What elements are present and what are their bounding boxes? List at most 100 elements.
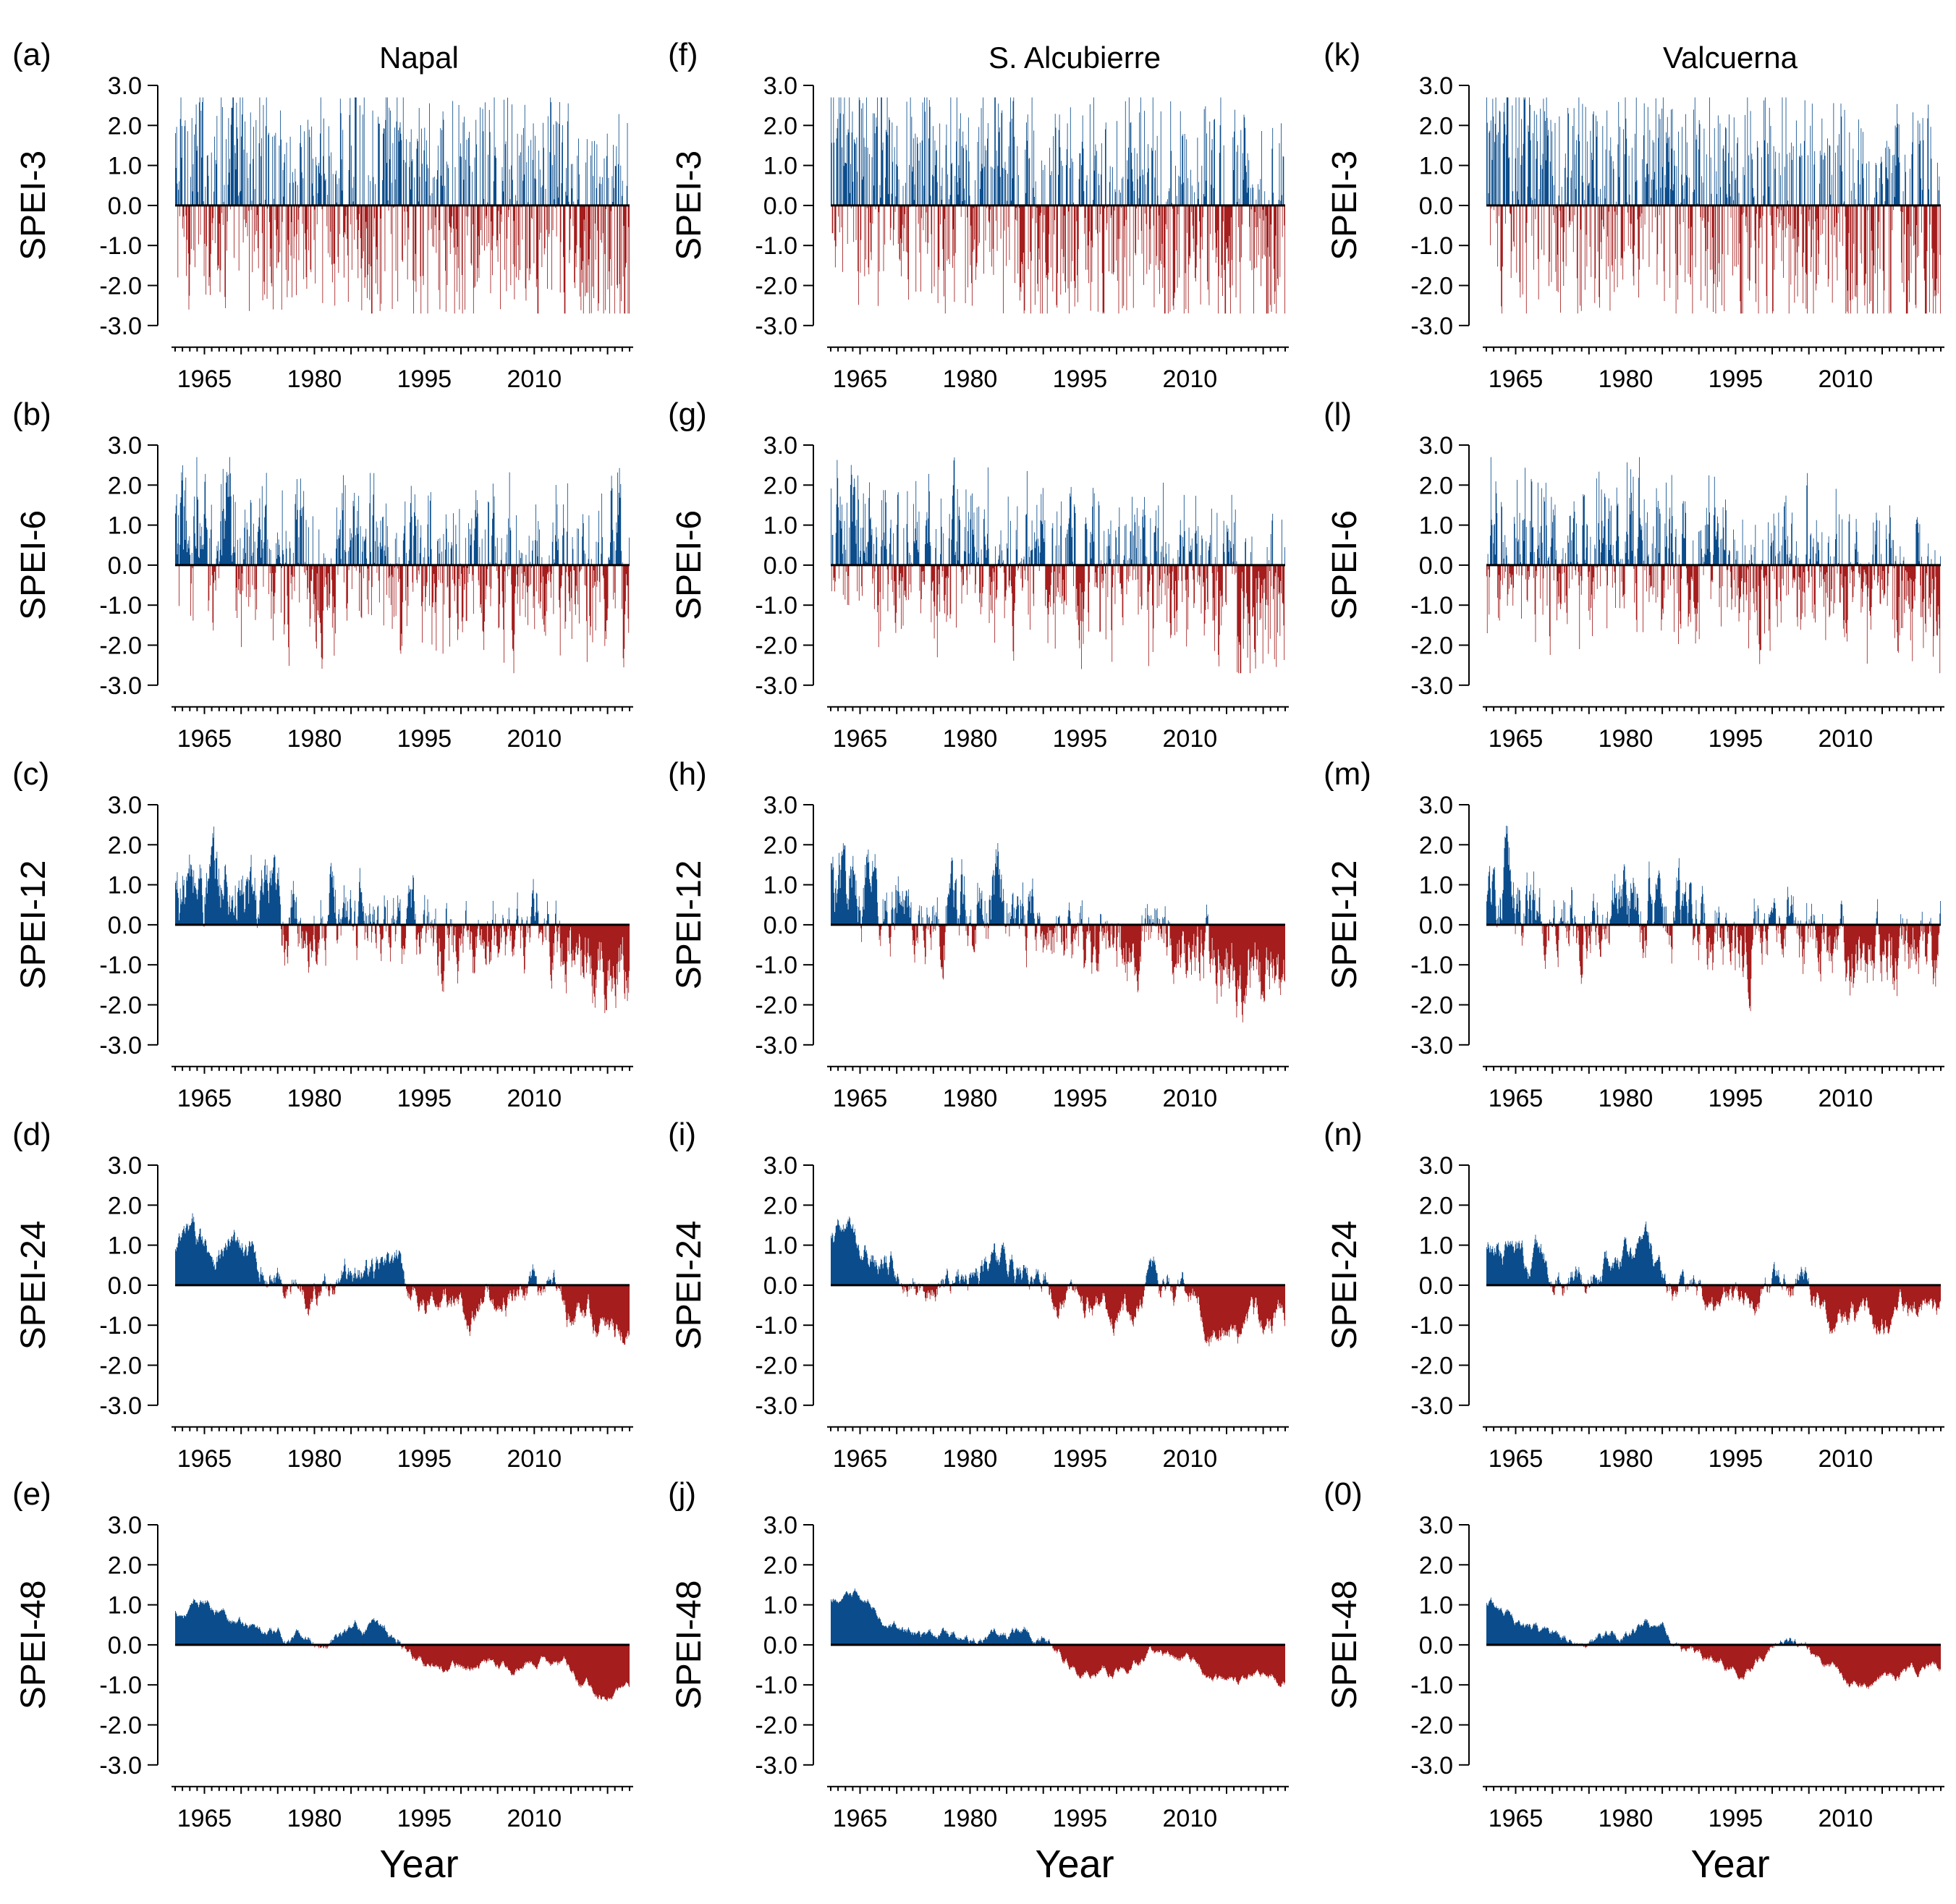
y-tick-label: -3.0 xyxy=(755,313,797,340)
y-tick-label: 1.0 xyxy=(108,153,142,180)
y-tick-label: 2.0 xyxy=(763,112,797,140)
negative-spei-bars xyxy=(860,924,1286,1023)
y-tick-label: 3.0 xyxy=(108,432,142,460)
positive-spei-bars xyxy=(831,457,1286,565)
x-tick-label: 1980 xyxy=(1599,725,1654,753)
x-tick-label: 1980 xyxy=(1599,1445,1654,1473)
x-tick-label: 1980 xyxy=(943,365,998,393)
y-tick-label: 3.0 xyxy=(1419,1152,1453,1180)
y-axis-label: SPEI-12 xyxy=(14,860,53,990)
panel-label: (k) xyxy=(1324,37,1360,72)
y-tick-label: -2.0 xyxy=(755,1353,797,1380)
y-tick-label: -1.0 xyxy=(755,592,797,619)
x-tick-label: 1995 xyxy=(1053,1445,1108,1473)
x-minor-ticks xyxy=(174,1426,630,1434)
panel-label: (b) xyxy=(12,397,51,432)
x-tick-label: 2010 xyxy=(1163,1445,1218,1473)
positive-spei-bars xyxy=(831,1217,1185,1285)
y-tick-label: 3.0 xyxy=(1419,432,1453,460)
y-axis-label: SPEI-24 xyxy=(670,1221,708,1350)
x-tick-label: 1980 xyxy=(943,1445,998,1473)
x-tick-label: 1995 xyxy=(1709,725,1764,753)
y-tick-label: -1.0 xyxy=(99,1312,142,1340)
x-minor-ticks xyxy=(830,706,1286,714)
y-tick-label: -3.0 xyxy=(1410,1752,1453,1780)
y-tick-label: -1.0 xyxy=(99,592,142,619)
negative-spei-bars xyxy=(1486,564,1941,674)
positive-spei-bars xyxy=(175,1599,402,1645)
y-tick-label: 2.0 xyxy=(108,472,142,499)
x-tick-label: 1995 xyxy=(1053,1085,1108,1112)
y-axis-label: SPEI-3 xyxy=(670,151,708,261)
panel-l: (l) SPEI-6 3.0 2.0 1.0 0.0 -1.0 -2.0 -3.0 1965 198… xyxy=(1324,397,1944,753)
positive-spei-bars xyxy=(1486,1597,1806,1645)
y-tick-label: 0.0 xyxy=(108,1272,142,1300)
x-minor-ticks xyxy=(174,1066,630,1074)
positive-spei-bars xyxy=(831,97,1284,206)
site-title: Napal xyxy=(379,41,459,75)
y-axis-label: SPEI-12 xyxy=(1326,860,1364,990)
y-tick-label: 1.0 xyxy=(763,1592,797,1620)
x-tick-label: 1980 xyxy=(1599,1085,1654,1112)
panel-label: (n) xyxy=(1324,1117,1363,1152)
panel-label: (j) xyxy=(668,1476,696,1512)
x-tick-label: 1995 xyxy=(1709,365,1764,393)
y-tick-label: 0.0 xyxy=(1419,1272,1453,1300)
panel-f: (f) S. Alcubierre SPEI-3 3.0 2.0 1.0 0.0 -1.0 -2… xyxy=(668,37,1289,393)
positive-spei-bars xyxy=(1486,1221,1810,1285)
negative-spei-bars xyxy=(1578,1644,1942,1689)
y-tick-label: 2.0 xyxy=(108,1192,142,1219)
y-tick-label: 1.0 xyxy=(108,872,142,900)
y-tick-label: 2.0 xyxy=(1419,472,1453,499)
x-tick-label: 1965 xyxy=(833,365,888,393)
x-axis-title: Year xyxy=(1690,1842,1769,1886)
y-tick-label: 0.0 xyxy=(108,1632,142,1659)
y-tick-label: 3.0 xyxy=(108,1512,142,1539)
y-tick-label: -2.0 xyxy=(755,992,797,1020)
panel-i: (i) SPEI-24 3.0 2.0 1.0 0.0 -1.0 -2.0 -3.0 1965 19… xyxy=(668,1117,1289,1473)
y-tick-label: 0.0 xyxy=(763,1272,797,1300)
y-tick-label: -1.0 xyxy=(1410,232,1453,260)
y-tick-label: 2.0 xyxy=(108,1552,142,1579)
x-tick-label: 1980 xyxy=(1599,1805,1654,1832)
positive-spei-bars xyxy=(831,843,1208,925)
y-tick-label: 3.0 xyxy=(108,72,142,100)
y-tick-label: -1.0 xyxy=(99,1672,142,1699)
x-tick-label: 1995 xyxy=(1709,1805,1764,1832)
y-tick-label: -3.0 xyxy=(1410,1392,1453,1420)
negative-spei-bars xyxy=(203,924,630,1013)
x-tick-label: 2010 xyxy=(507,1445,562,1473)
y-tick-label: 3.0 xyxy=(108,792,142,819)
y-tick-label: 3.0 xyxy=(1419,1512,1453,1539)
y-tick-label: -3.0 xyxy=(755,1392,797,1420)
y-tick-label: -2.0 xyxy=(1410,992,1453,1020)
x-tick-label: 1980 xyxy=(287,725,342,753)
x-tick-label: 2010 xyxy=(1163,365,1218,393)
panel-b: (b) SPEI-6 3.0 2.0 1.0 0.0 -1.0 -2.0 -3.0 1965 198… xyxy=(12,397,633,753)
y-axis-label: SPEI-3 xyxy=(14,151,53,261)
x-minor-ticks xyxy=(830,347,1286,355)
positive-spei-bars xyxy=(1486,97,1940,206)
y-tick-label: -3.0 xyxy=(1410,1032,1453,1059)
y-tick-label: 0.0 xyxy=(763,1632,797,1659)
negative-spei-bars xyxy=(976,1644,1286,1687)
x-tick-label: 2010 xyxy=(1819,1445,1874,1473)
panel-label: (a) xyxy=(12,37,51,72)
y-tick-label: 3.0 xyxy=(1419,792,1453,819)
x-tick-label: 1995 xyxy=(1709,1085,1764,1112)
x-tick-label: 1980 xyxy=(943,725,998,753)
panel-h: (h) SPEI-12 3.0 2.0 1.0 0.0 -1.0 -2.0 -3.0 1965 19… xyxy=(668,756,1289,1112)
panel-label: (d) xyxy=(12,1117,51,1152)
y-tick-label: -2.0 xyxy=(99,273,142,300)
y-tick-label: 1.0 xyxy=(763,153,797,180)
y-tick-label: -2.0 xyxy=(99,632,142,660)
y-axis-label: SPEI-24 xyxy=(14,1221,53,1350)
x-tick-label: 1965 xyxy=(833,1445,888,1473)
x-tick-label: 1995 xyxy=(397,1085,452,1112)
negative-spei-bars xyxy=(285,1644,630,1701)
x-tick-label: 2010 xyxy=(507,725,562,753)
x-tick-label: 1965 xyxy=(833,1085,888,1112)
y-tick-label: 1.0 xyxy=(1419,1592,1453,1620)
